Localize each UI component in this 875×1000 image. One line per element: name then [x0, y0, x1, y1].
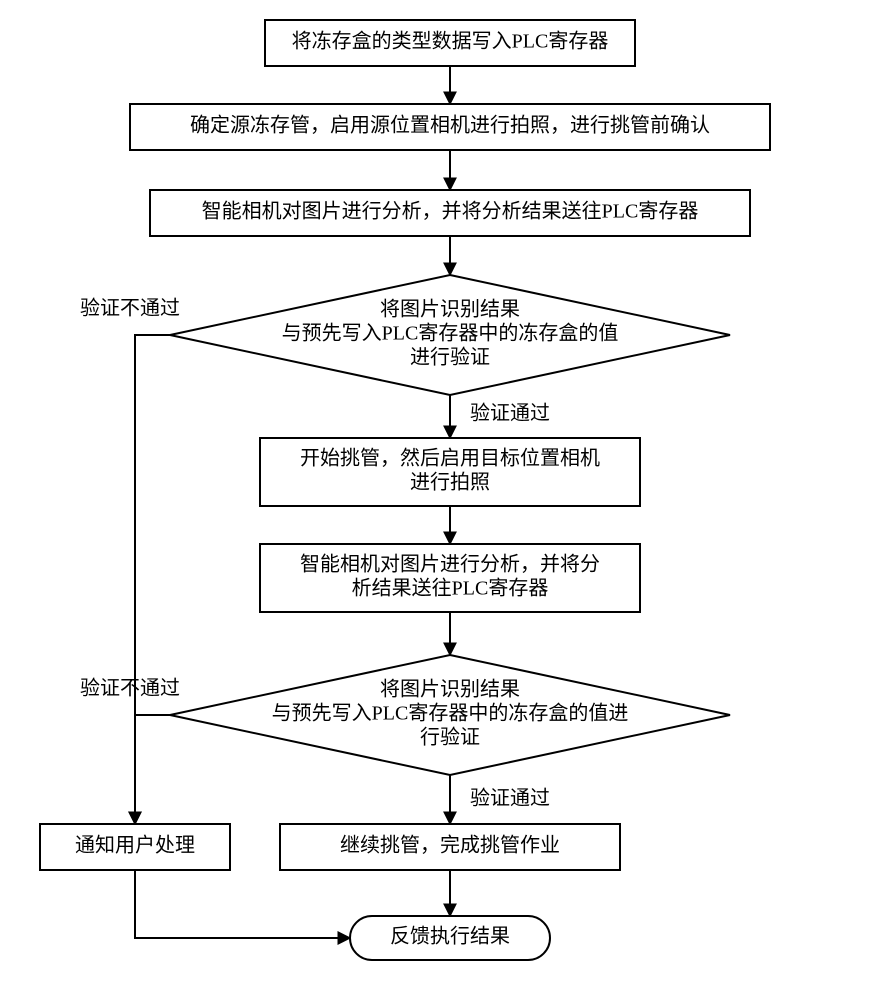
node-text-line: 与预先写入PLC寄存器中的冻存盒的值	[282, 322, 619, 345]
node-text-line: 确定源冻存管，启用源位置相机进行拍照，进行挑管前确认	[190, 114, 710, 137]
node-text-line: 析结果送往PLC寄存器	[352, 577, 549, 600]
node-text-line: 行验证	[420, 726, 480, 749]
node-n4: 开始挑管，然后启用目标位置相机进行拍照	[260, 438, 640, 506]
nodes-layer: 将冻存盒的类型数据写入PLC寄存器确定源冻存管，启用源位置相机进行拍照，进行挑管…	[40, 20, 770, 960]
node-text-line: 将冻存盒的类型数据写入PLC寄存器	[292, 30, 609, 53]
node-text-line: 智能相机对图片进行分析，并将分	[300, 553, 600, 576]
edge-label: 验证通过	[470, 402, 550, 425]
node-text-line: 将图片识别结果	[380, 678, 520, 701]
node-n1: 将冻存盒的类型数据写入PLC寄存器	[265, 20, 635, 66]
node-n7: 通知用户处理	[40, 824, 230, 870]
edge-label: 验证通过	[470, 787, 550, 810]
node-d1: 将图片识别结果与预先写入PLC寄存器中的冻存盒的值进行验证	[170, 275, 730, 395]
edge-label: 验证不通过	[80, 297, 180, 320]
node-text-line: 开始挑管，然后启用目标位置相机	[300, 447, 600, 470]
node-text-line: 将图片识别结果	[380, 298, 520, 321]
node-n3: 智能相机对图片进行分析，并将分析结果送往PLC寄存器	[150, 190, 750, 236]
node-text-line: 反馈执行结果	[390, 925, 510, 948]
node-n2: 确定源冻存管，启用源位置相机进行拍照，进行挑管前确认	[130, 104, 770, 150]
node-text-line: 通知用户处理	[75, 834, 195, 857]
node-text-line: 与预先写入PLC寄存器中的冻存盒的值进	[272, 702, 629, 725]
node-text-line: 智能相机对图片进行分析，并将分析结果送往PLC寄存器	[202, 200, 699, 223]
edge-label: 验证不通过	[80, 677, 180, 700]
flowchart-canvas: 验证通过验证通过验证不通过验证不通过将冻存盒的类型数据写入PLC寄存器确定源冻存…	[0, 0, 875, 1000]
node-n6: 继续挑管，完成挑管作业	[280, 824, 620, 870]
node-d2: 将图片识别结果与预先写入PLC寄存器中的冻存盒的值进行验证	[170, 655, 730, 775]
node-n5: 智能相机对图片进行分析，并将分析结果送往PLC寄存器	[260, 544, 640, 612]
edge	[135, 335, 170, 824]
node-t1: 反馈执行结果	[350, 916, 550, 960]
node-text-line: 进行验证	[410, 346, 490, 369]
edge	[135, 870, 350, 938]
edge	[135, 715, 170, 824]
node-text-line: 继续挑管，完成挑管作业	[340, 834, 560, 857]
node-text-line: 进行拍照	[410, 471, 490, 494]
